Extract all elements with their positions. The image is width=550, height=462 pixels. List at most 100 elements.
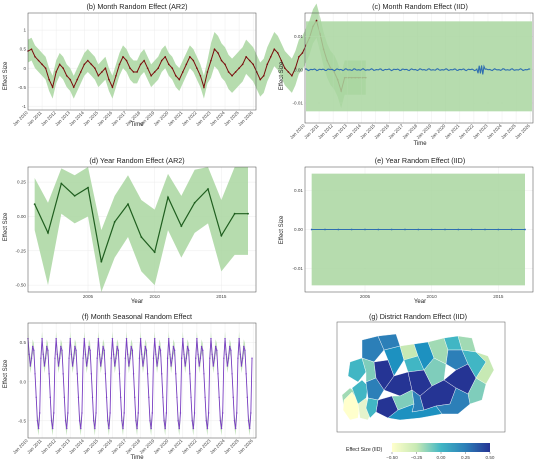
panel-d-point	[73, 194, 76, 197]
panel-b-point	[69, 78, 72, 81]
panel-b-point	[315, 19, 318, 22]
panel-f-point	[177, 420, 179, 422]
panel-f-point	[144, 345, 146, 348]
panel-b-point	[227, 71, 230, 73]
panel-b-point	[62, 67, 64, 69]
panel-d-ytick-label: 0.25	[17, 180, 26, 185]
panel-f-ytick-label: -0.5	[18, 418, 26, 423]
district-region	[423, 357, 447, 387]
panel-b-point	[97, 74, 100, 77]
panel-b-point	[122, 55, 124, 58]
panel-f-point	[29, 365, 32, 367]
panel-f-point	[95, 412, 97, 414]
panel-f-point	[61, 349, 63, 352]
panel-b-point	[174, 74, 177, 77]
panel-b-point	[157, 67, 159, 69]
panel-f-point	[42, 353, 44, 355]
panel-b-point	[178, 78, 181, 81]
panel-f-point	[227, 357, 230, 359]
panel-f-point	[94, 427, 96, 430]
panel-f-point	[157, 357, 159, 359]
panel-e-point	[470, 228, 473, 231]
panel-b-point	[118, 63, 121, 66]
panel-b-point	[287, 71, 290, 73]
panel-f-point	[183, 353, 185, 355]
panel-f-point	[226, 365, 229, 367]
panel-f-point	[66, 427, 68, 430]
panel-f-point	[204, 396, 206, 399]
panel-f-point	[48, 373, 50, 375]
panel-b-point	[213, 48, 216, 50]
panel-f-point	[136, 427, 138, 430]
district-region	[365, 397, 379, 419]
panel-f-point	[134, 396, 136, 399]
panel-f-point	[60, 345, 62, 348]
panel-f-point	[169, 353, 171, 355]
panel-f-point	[87, 357, 89, 359]
panel-b-ytick-label: 0.5	[20, 47, 27, 52]
panel-f-point	[36, 420, 39, 422]
panel-f-point	[104, 373, 107, 375]
panel-b-point	[167, 63, 170, 66]
panel-c-frame	[304, 12, 534, 124]
panel-f-point	[192, 427, 195, 430]
map-frame	[336, 321, 506, 433]
panel-f-point	[28, 353, 30, 355]
panel-d-point	[207, 188, 209, 190]
panel-f-point	[115, 357, 117, 359]
legend-tick-label: 0.50	[486, 455, 495, 460]
panel-f-point	[161, 373, 163, 375]
panel-f-point	[139, 337, 142, 340]
panel-f-point	[89, 349, 91, 352]
panel-f-point	[155, 353, 157, 355]
panel-b-point	[58, 63, 61, 66]
panel-b-point	[203, 86, 205, 88]
panel-f-point	[210, 337, 212, 340]
panel-d-year-ar2: (d) Year Random Effect (AR2) -0.50 -0.25 0…	[3, 156, 257, 305]
panel-d-point	[127, 203, 129, 205]
panel-f-point	[209, 357, 211, 359]
panel-b-point	[185, 63, 188, 66]
panel-f-point	[216, 349, 218, 352]
panel-d-ytick-label: 0.00	[17, 214, 26, 219]
panel-f-point	[91, 396, 94, 399]
panel-f-point	[247, 420, 250, 422]
panel-f-point	[46, 345, 48, 348]
panel-f-point	[78, 420, 81, 422]
panel-b-point	[234, 71, 237, 73]
panel-f-point	[182, 337, 184, 340]
panel-b-point	[277, 52, 279, 54]
panel-e-point	[324, 228, 326, 231]
panel-f-point	[111, 337, 114, 340]
panel-c-ylabel: Effect Size	[279, 61, 285, 90]
panel-d-xlabel: Year	[131, 299, 143, 305]
panel-d-ytick-label: -0.50	[16, 283, 27, 288]
district-region	[342, 391, 361, 421]
panel-f-series-line	[27, 338, 253, 429]
panel-b-point	[143, 59, 145, 62]
panel-f-point	[63, 396, 66, 399]
panel-f-point	[150, 427, 152, 430]
panel-b-point	[101, 71, 103, 73]
panel-f-point	[129, 357, 131, 359]
district-region	[347, 357, 367, 383]
panel-e-point	[310, 228, 313, 231]
panel-f-xlabel: Time	[130, 455, 144, 461]
panel-f-point	[196, 337, 198, 340]
panel-f-point	[108, 427, 110, 430]
panel-b-point	[255, 71, 258, 73]
panel-d-point	[140, 236, 143, 238]
panel-e-point	[497, 228, 500, 231]
panel-f-point	[245, 373, 247, 375]
panel-e-ytick-label: -0.01	[293, 266, 304, 271]
panel-f-point	[237, 357, 239, 359]
panel-d-point	[193, 201, 196, 204]
panel-b-point	[231, 74, 233, 77]
panel-f-point	[244, 349, 246, 352]
panel-f-point	[98, 353, 101, 355]
panel-f-point	[56, 353, 59, 355]
panel-f-point	[232, 396, 234, 399]
panel-f-point	[165, 412, 168, 414]
panel-b-point	[87, 59, 89, 62]
panel-f-point	[67, 412, 69, 414]
